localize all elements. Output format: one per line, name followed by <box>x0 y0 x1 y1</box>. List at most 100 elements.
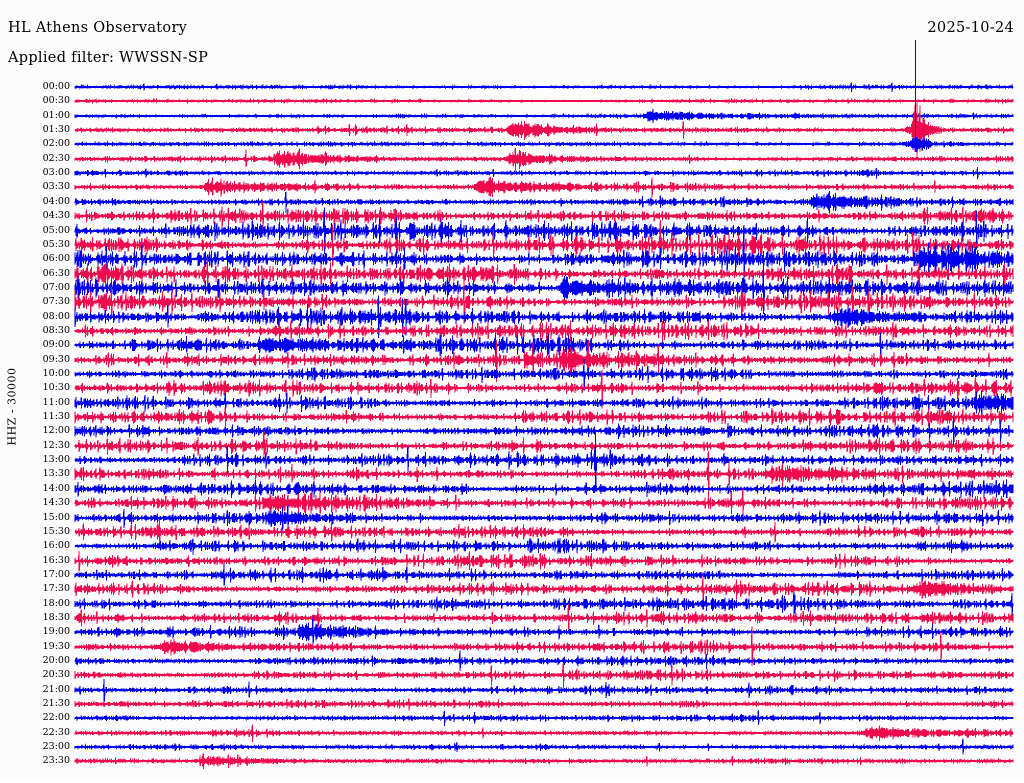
trace-row-time-label: 16:00 <box>42 540 70 552</box>
seismic-trace <box>74 177 1014 198</box>
trace-row-time-label: 12:00 <box>42 425 70 437</box>
trace-row: 19:30 <box>0 625 1024 666</box>
trace-row-time-label: 17:00 <box>42 568 70 580</box>
trace-row: 06:00 <box>0 225 1024 293</box>
trace-row: 18:00 <box>0 582 1024 617</box>
trace-row: 22:30 <box>0 711 1024 742</box>
seismic-trace <box>74 753 1014 770</box>
trace-row-time-label: 06:00 <box>42 253 70 265</box>
major-event-spike <box>914 40 917 150</box>
trace-row-time-label: 14:30 <box>42 497 70 509</box>
date-label: 2025-10-24 <box>927 20 1014 36</box>
trace-row-time-label: 17:30 <box>42 583 70 595</box>
trace-row-time-label: 09:30 <box>42 353 70 365</box>
trace-row: 17:30 <box>0 567 1024 605</box>
trace-row: 00:30 <box>0 79 1024 107</box>
trace-row-time-label: 02:30 <box>42 152 70 164</box>
seismic-trace <box>74 604 1014 633</box>
trace-row-time-label: 14:00 <box>42 482 70 494</box>
seismic-trace <box>74 573 1014 605</box>
trace-row-time-label: 01:00 <box>42 109 70 121</box>
trace-row-time-label: 18:30 <box>42 611 70 623</box>
trace-row-time-label: 19:00 <box>42 626 70 638</box>
seismic-trace <box>74 663 1014 689</box>
trace-row: 03:00 <box>0 151 1024 180</box>
trace-row: 15:30 <box>0 510 1024 544</box>
seismic-trace <box>74 225 1014 293</box>
trace-row-time-label: 06:30 <box>42 267 70 279</box>
trace-row-time-label: 00:00 <box>42 81 70 92</box>
trace-row-time-label: 23:00 <box>42 741 70 753</box>
trace-row: 12:00 <box>0 409 1024 446</box>
trace-row: 10:30 <box>0 366 1024 410</box>
seismic-trace <box>74 650 1014 671</box>
seismic-trace <box>74 451 1014 500</box>
seismic-trace <box>74 279 1014 325</box>
trace-row-time-label: 00:30 <box>42 95 70 107</box>
trace-row: 01:00 <box>0 94 1024 123</box>
seismic-trace <box>74 332 1014 360</box>
trace-row-time-label: 07:00 <box>42 281 70 293</box>
seismic-trace <box>74 738 1014 755</box>
trace-row: 13:00 <box>0 432 1024 491</box>
seismic-trace <box>74 257 1014 292</box>
seismic-trace <box>74 370 1014 410</box>
seismic-trace <box>74 190 1014 214</box>
trace-row-time-label: 07:30 <box>42 296 70 308</box>
trace-row: 07:00 <box>0 259 1024 314</box>
trace-row-time-label: 11:30 <box>42 411 70 423</box>
seismic-trace <box>74 137 1014 153</box>
seismic-trace <box>74 167 1014 180</box>
seismic-trace <box>74 710 1014 727</box>
trace-row: 05:00 <box>0 207 1024 254</box>
trace-row: 02:00 <box>0 122 1024 153</box>
seismic-trace <box>74 417 1014 446</box>
trace-row: 13:30 <box>0 451 1024 500</box>
trace-row: 09:30 <box>0 338 1024 382</box>
trace-row: 03:30 <box>0 165 1024 198</box>
trace-row: 11:30 <box>0 395 1024 427</box>
seismic-trace <box>74 479 1014 499</box>
seismic-trace <box>74 259 1014 314</box>
trace-row-time-label: 18:00 <box>42 597 70 609</box>
trace-row-time-label: 08:30 <box>42 324 70 336</box>
trace-row: 16:30 <box>0 539 1024 571</box>
trace-row: 14:00 <box>0 467 1024 499</box>
trace-row-time-label: 12:30 <box>42 439 70 451</box>
trace-row: 16:00 <box>0 524 1024 555</box>
trace-row: 18:30 <box>0 596 1024 633</box>
seismic-trace <box>74 147 1014 171</box>
seismic-trace <box>74 97 1014 105</box>
seismic-trace <box>74 432 1014 491</box>
trace-row: 05:30 <box>0 220 1024 268</box>
trace-row-time-label: 15:30 <box>42 525 70 537</box>
seismic-trace <box>74 591 1014 617</box>
seismic-trace <box>74 678 1014 702</box>
seismic-trace <box>74 626 1014 666</box>
trace-row-time-label: 16:30 <box>42 554 70 566</box>
seismic-trace <box>74 82 1014 92</box>
trace-row: 08:00 <box>0 295 1024 338</box>
seismic-trace <box>74 538 1014 555</box>
seismic-trace <box>74 320 1014 342</box>
trace-row: 19:00 <box>0 610 1024 650</box>
trace-row-time-label: 23:30 <box>42 755 70 767</box>
trace-row: 21:00 <box>0 668 1024 702</box>
trace-row: 04:30 <box>0 194 1024 230</box>
trace-row-time-label: 11:00 <box>42 396 70 408</box>
trace-row-time-label: 21:00 <box>42 683 70 695</box>
trace-row-time-label: 22:30 <box>42 726 70 738</box>
trace-row: 20:30 <box>0 653 1024 689</box>
seismic-trace <box>74 390 1014 417</box>
trace-row: 23:00 <box>0 725 1024 755</box>
trace-row-time-label: 09:00 <box>42 339 70 351</box>
trace-row: 04:00 <box>0 180 1024 214</box>
seismic-trace <box>74 108 1014 123</box>
trace-row: 10:00 <box>0 352 1024 391</box>
seismic-trace <box>74 519 1014 544</box>
trace-row: 09:00 <box>0 323 1024 360</box>
seismic-trace <box>74 550 1014 571</box>
seismic-trace <box>74 295 1014 338</box>
trace-row: 02:30 <box>0 137 1024 171</box>
trace-row: 14:30 <box>0 481 1024 518</box>
